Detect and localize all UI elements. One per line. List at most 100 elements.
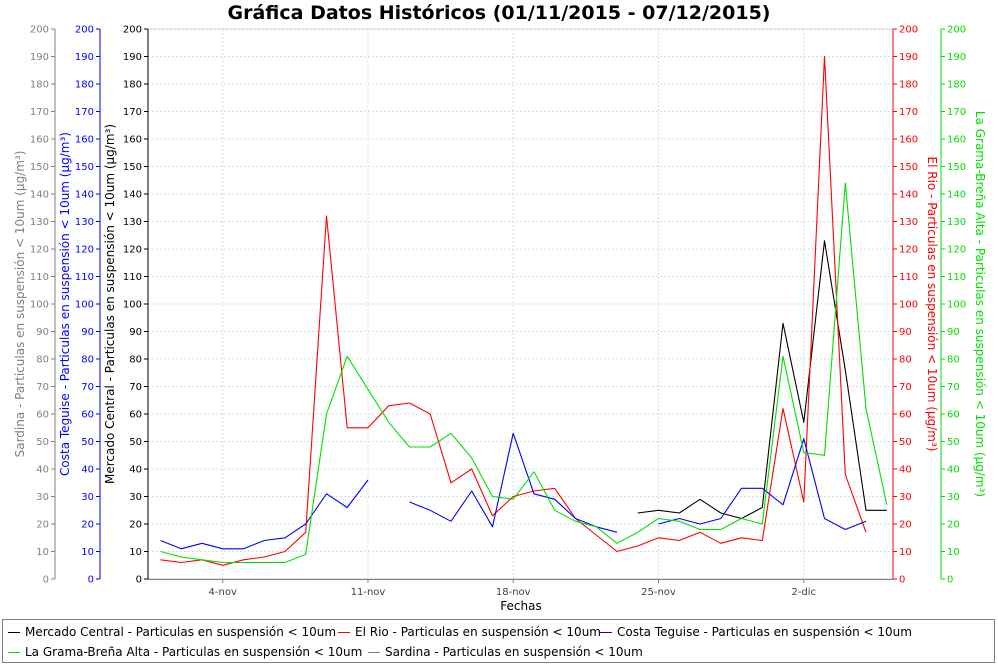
y-tick-label-sardina: 160: [30, 135, 49, 146]
y-tick-label-grama: 140: [947, 190, 966, 201]
y-tick-label-mercado: 90: [129, 327, 142, 338]
y-tick-label-sardina: 110: [30, 272, 49, 283]
y-tick-label-rio: 30: [899, 492, 912, 503]
y-tick-label-grama: 170: [947, 107, 966, 118]
legend-label-sardina: Sardina - Particulas en suspensión < 10u…: [385, 645, 643, 659]
y-tick-label-mercado: 160: [123, 135, 142, 146]
y-axis-mercado: 0 10 20 30 40 50 60 70 80 90 100 110 120 130 140 150 160…: [103, 25, 149, 586]
y-tick-label-costa: 50: [81, 437, 94, 448]
series-line-2: [658, 438, 867, 531]
y-tick-label-mercado: 120: [123, 245, 142, 256]
y-tick-label-mercado: 140: [123, 190, 142, 201]
y-tick-label-mercado: 200: [123, 25, 142, 36]
y-tick-label-rio: 140: [899, 190, 918, 201]
series-3: [160, 182, 888, 564]
series-1: [160, 55, 867, 566]
legend-item-el-rio: El Rio - Particulas en suspensión < 10um: [338, 622, 601, 642]
y-tick-label-costa: 110: [75, 272, 94, 283]
legend-item-sardina: Sardina - Particulas en suspensión < 10u…: [368, 642, 643, 662]
y-tick-label-grama: 100: [947, 300, 966, 311]
y-tick-label-rio: 50: [899, 437, 912, 448]
legend-label-la-grama: La Grama-Breña Alta - Particulas en susp…: [25, 645, 363, 659]
legend-label-costa-teguise: Costa Teguise - Particulas en suspensión…: [617, 625, 912, 639]
y-tick-label-sardina: 40: [36, 465, 49, 476]
series-line-3: [160, 182, 888, 564]
y-tick-label-mercado: 70: [129, 382, 142, 393]
y-tick-label-sardina: 100: [30, 300, 49, 311]
y-tick-label-mercado: 30: [129, 492, 142, 503]
y-tick-label-grama: 40: [947, 465, 960, 476]
x-tick-label: 4-nov: [209, 587, 237, 598]
y-tick-label-rio: 180: [899, 80, 918, 91]
y-axis-grama: 0 10 20 30 40 50 60 70 80 90 100 110 120 130 140 150 160…: [940, 25, 987, 586]
y-tick-label-grama: 120: [947, 245, 966, 256]
y-tick-label-grama: 90: [947, 327, 960, 338]
y-tick-label-mercado: 0: [136, 575, 142, 586]
y-tick-label-costa: 130: [75, 217, 94, 228]
x-tick-label: 18-nov: [496, 587, 531, 598]
y-tick-label-rio: 190: [899, 52, 918, 63]
y-tick-label-grama: 160: [947, 135, 966, 146]
y-tick-label-mercado: 130: [123, 217, 142, 228]
y-tick-label-sardina: 60: [36, 410, 49, 421]
y-tick-label-sardina: 70: [36, 382, 49, 393]
legend-swatch-costa-teguise: [600, 631, 612, 633]
y-tick-label-grama: 30: [947, 492, 960, 503]
y-tick-label-costa: 150: [75, 162, 94, 173]
y-tick-label-mercado: 80: [129, 355, 142, 366]
x-tick-label: 25-nov: [641, 587, 676, 598]
y-tick-label-rio: 80: [899, 355, 912, 366]
y-tick-label-mercado: 170: [123, 107, 142, 118]
legend-item-costa-teguise: Costa Teguise - Particulas en suspensión…: [600, 622, 912, 642]
y-tick-label-sardina: 170: [30, 107, 49, 118]
y-tick-label-grama: 150: [947, 162, 966, 173]
y-tick-label-sardina: 80: [36, 355, 49, 366]
y-tick-label-sardina: 200: [30, 25, 49, 36]
y-tick-label-mercado: 50: [129, 437, 142, 448]
series-line-2: [409, 432, 618, 533]
y-tick-label-grama: 60: [947, 410, 960, 421]
y-tick-label-mercado: 40: [129, 465, 142, 476]
y-tick-label-grama: 0: [947, 575, 953, 586]
y-tick-label-rio: 10: [899, 547, 912, 558]
y-tick-label-mercado: 20: [129, 520, 142, 531]
legend-swatch-mercado-central: [8, 631, 20, 633]
y-tick-label-sardina: 150: [30, 162, 49, 173]
series-lines: [160, 55, 888, 566]
y-axis-label-rio: El Rio - Particulas en suspensión < 10um…: [925, 157, 939, 452]
y-tick-label-costa: 40: [81, 465, 94, 476]
series-line-0: [637, 240, 887, 520]
y-tick-label-rio: 130: [899, 217, 918, 228]
chart-title: Gráfica Datos Históricos (01/11/2015 - 0…: [228, 2, 771, 24]
y-tick-label-costa: 0: [88, 575, 94, 586]
y-tick-label-mercado: 110: [123, 272, 142, 283]
series-2: [160, 432, 867, 550]
y-tick-label-grama: 190: [947, 52, 966, 63]
y-tick-label-costa: 10: [81, 547, 94, 558]
y-tick-label-sardina: 140: [30, 190, 49, 201]
y-tick-label-mercado: 180: [123, 80, 142, 91]
y-tick-label-costa: 30: [81, 492, 94, 503]
y-tick-label-sardina: 30: [36, 492, 49, 503]
y-tick-label-sardina: 10: [36, 547, 49, 558]
y-tick-label-mercado: 100: [123, 300, 142, 311]
y-axis-costa: 0 10 20 30 40 50 60 70 80 90 100 110 120 130 140 150 160…: [58, 25, 101, 586]
y-tick-label-grama: 70: [947, 382, 960, 393]
legend-swatch-sardina: [368, 651, 380, 653]
y-tick-label-rio: 100: [899, 300, 918, 311]
y-tick-label-costa: 140: [75, 190, 94, 201]
y-tick-label-grama: 130: [947, 217, 966, 228]
y-tick-label-grama: 50: [947, 437, 960, 448]
y-tick-label-costa: 90: [81, 327, 94, 338]
y-tick-label-grama: 80: [947, 355, 960, 366]
y-axis-rio: 0 10 20 30 40 50 60 70 80 90 100 110 120 130 140 150 160…: [892, 25, 939, 586]
grid-lines: [147, 28, 894, 580]
x-axis-label: Fechas: [500, 599, 541, 613]
y-tick-label-mercado: 60: [129, 410, 142, 421]
y-tick-label-sardina: 20: [36, 520, 49, 531]
y-tick-label-mercado: 150: [123, 162, 142, 173]
y-tick-label-mercado: 190: [123, 52, 142, 63]
y-tick-label-sardina: 190: [30, 52, 49, 63]
x-tick-label: 11-nov: [351, 587, 386, 598]
